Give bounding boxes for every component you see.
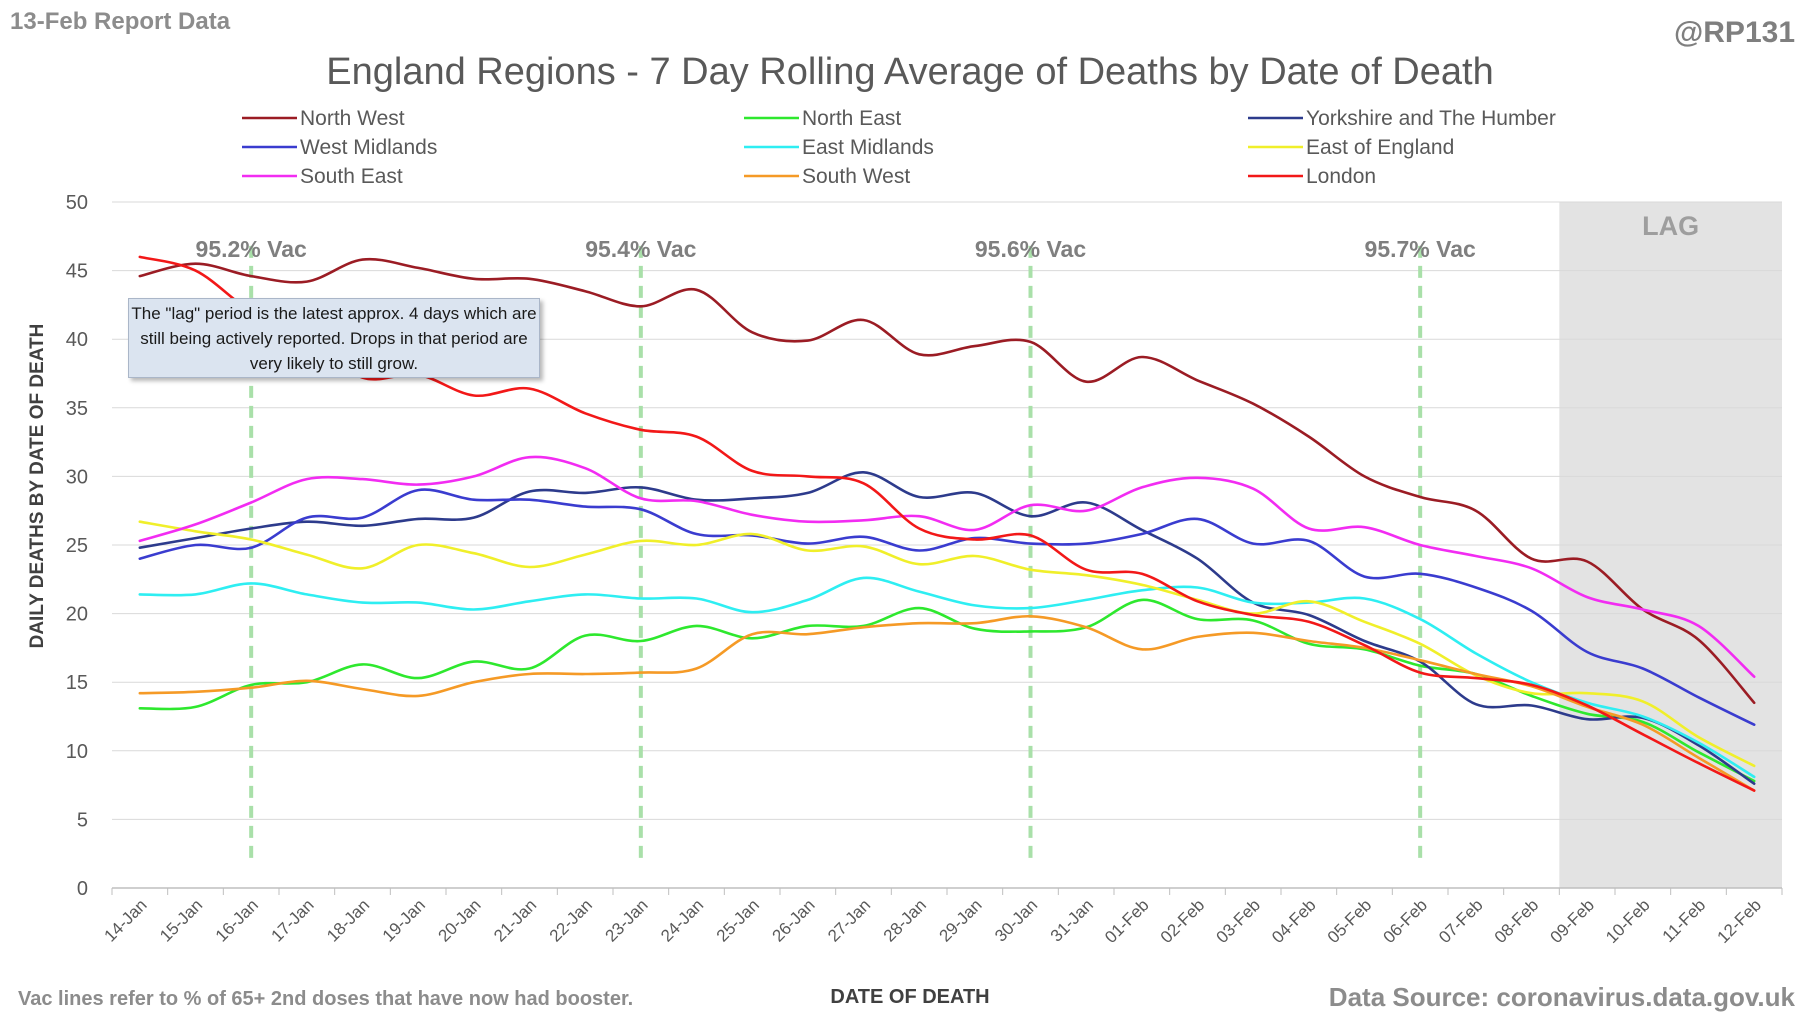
x-tick-label: 22-Jan: [546, 895, 596, 945]
legend: North West North East Yorkshire and The Hu…: [242, 107, 1556, 188]
vac-marker-label: 95.2% Vac: [196, 236, 307, 262]
x-tick-label: 24-Jan: [657, 895, 707, 945]
y-axis-title: DAILY DEATHS BY DATE OF DEATH: [27, 324, 48, 649]
x-tick-label: 04-Feb: [1268, 895, 1320, 947]
legend-label-london: London: [1306, 165, 1376, 188]
lag-explanation-note: The "lag" period is the latest approx. 4…: [128, 298, 540, 378]
series-line-north-west: [138, 257, 1756, 705]
y-tick-label: 30: [66, 466, 88, 488]
legend-label-south-west: South West: [802, 165, 910, 188]
chart-title: England Regions - 7 Day Rolling Average …: [326, 51, 1493, 93]
y-tick-label: 50: [66, 192, 88, 214]
x-tick-label: 11-Feb: [1659, 895, 1710, 946]
x-tick-label: 06-Feb: [1379, 895, 1431, 947]
y-tick-label: 15: [66, 672, 88, 694]
legend-label-south-east: South East: [300, 165, 403, 188]
x-tick-label: 18-Jan: [323, 895, 373, 945]
series-line-west-midlands: [138, 488, 1756, 726]
x-axis-title: DATE OF DEATH: [830, 986, 989, 1008]
x-tick-label: 02-Feb: [1157, 895, 1209, 947]
x-tick-label: 15-Jan: [156, 895, 206, 945]
x-tick-label: 07-Feb: [1435, 895, 1487, 947]
legend-label-north-west: North West: [300, 107, 405, 130]
x-tick-label: 16-Jan: [212, 895, 262, 945]
y-tick-label: 25: [66, 535, 88, 557]
x-tick-label: 20-Jan: [434, 895, 484, 945]
x-tick-label: 28-Jan: [880, 895, 930, 945]
y-tick-label: 0: [77, 878, 88, 900]
legend-label-east-of-england: East of England: [1306, 136, 1454, 159]
vac-marker-label: 95.4% Vac: [585, 236, 696, 262]
y-tick-label: 45: [66, 261, 88, 283]
report-date-label: 13-Feb Report Data: [10, 8, 231, 35]
x-tick-label: 30-Jan: [991, 895, 1041, 945]
legend-label-yorkshire-and-the-humber: Yorkshire and The Humber: [1306, 107, 1556, 130]
x-tick-label: 08-Feb: [1491, 895, 1543, 947]
lag-region-label: LAG: [1642, 211, 1699, 241]
x-tick-label: 05-Feb: [1324, 895, 1376, 947]
data-source-label: Data Source: coronavirus.data.gov.uk: [1328, 982, 1795, 1012]
x-tick-label: 26-Jan: [768, 895, 818, 945]
x-tick-label: 19-Jan: [379, 895, 429, 945]
x-tick-label: 25-Jan: [713, 895, 763, 945]
x-tick-label: 29-Jan: [935, 895, 985, 945]
gridlines: [112, 201, 1782, 820]
series-line-east-of-england: [138, 520, 1756, 768]
x-tick-label: 27-Jan: [824, 895, 874, 945]
x-tick-label: 03-Feb: [1212, 895, 1264, 947]
x-tick-label: 21-Jan: [490, 895, 540, 945]
series-line-south-west: [138, 614, 1756, 792]
y-tick-label: 5: [77, 809, 88, 831]
vac-footnote: Vac lines refer to % of 65+ 2nd doses th…: [18, 988, 634, 1010]
series-line-north-east: [138, 598, 1756, 783]
x-tick-label: 09-Feb: [1546, 895, 1598, 947]
y-tick-label: 10: [66, 741, 88, 763]
y-tick-label: 35: [66, 398, 88, 420]
x-tick-label: 12-Feb: [1713, 895, 1765, 947]
x-tick-label: 01-Feb: [1101, 895, 1153, 947]
y-tick-label: 40: [66, 329, 88, 351]
legend-label-east-midlands: East Midlands: [802, 136, 934, 159]
vac-marker-label: 95.6% Vac: [975, 236, 1086, 262]
y-tick-label: 20: [66, 604, 88, 626]
author-handle: @RP131: [1674, 16, 1795, 49]
x-tick-label: 31-Jan: [1047, 895, 1097, 945]
legend-label-west-midlands: West Midlands: [300, 136, 437, 159]
legend-label-north-east: North East: [802, 107, 901, 130]
x-tick-label: 14-Jan: [100, 895, 150, 945]
vac-marker-label: 95.7% Vac: [1365, 236, 1476, 262]
x-tick-label: 23-Jan: [601, 895, 651, 945]
x-tick-label: 10-Feb: [1602, 895, 1654, 947]
series-line-yorkshire-and-the-humber: [138, 470, 1756, 785]
series-line-east-midlands: [138, 576, 1756, 779]
series-line-south-east: [138, 455, 1756, 678]
x-tick-label: 17-Jan: [267, 895, 317, 945]
